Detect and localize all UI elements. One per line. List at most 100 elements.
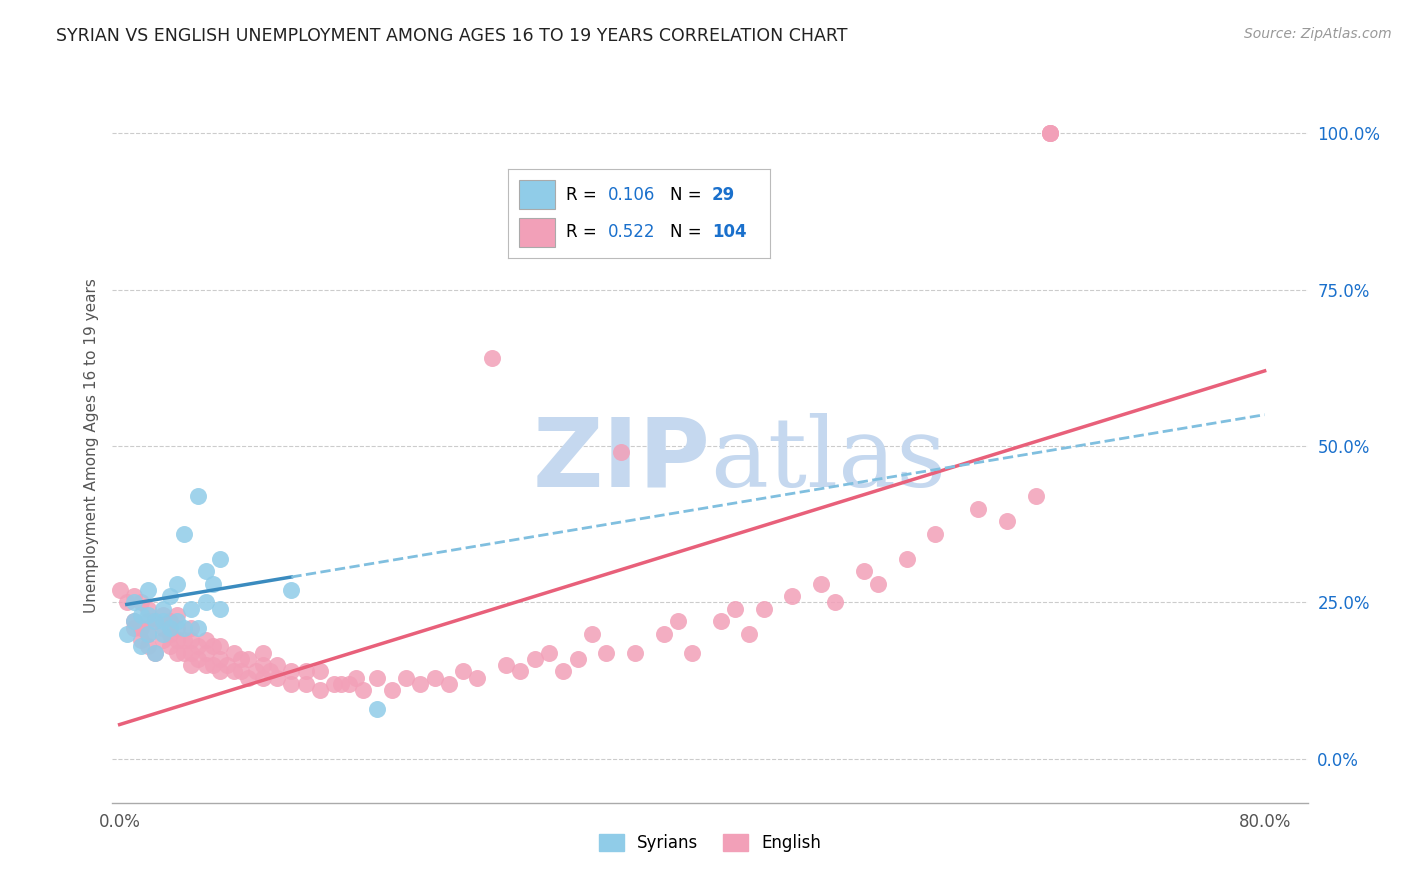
Point <box>224 646 246 660</box>
Point <box>967 501 990 516</box>
Point <box>208 551 231 566</box>
Point <box>810 576 832 591</box>
Point <box>666 614 689 628</box>
Point <box>509 665 531 679</box>
Point <box>231 652 253 666</box>
Point <box>481 351 503 366</box>
Point <box>201 640 224 654</box>
Point <box>294 677 316 691</box>
Point <box>309 683 332 698</box>
Point <box>1039 126 1062 140</box>
Point <box>208 652 231 666</box>
Text: Source: ZipAtlas.com: Source: ZipAtlas.com <box>1244 27 1392 41</box>
Point <box>159 640 181 654</box>
Point <box>280 665 302 679</box>
Point <box>238 671 260 685</box>
Text: 0.106: 0.106 <box>607 186 655 203</box>
Bar <box>519 218 555 246</box>
Point <box>180 601 202 615</box>
Point <box>294 665 316 679</box>
Point <box>180 621 202 635</box>
Point <box>231 665 253 679</box>
Point <box>166 621 188 635</box>
Point <box>280 582 302 597</box>
Text: SYRIAN VS ENGLISH UNEMPLOYMENT AMONG AGES 16 TO 19 YEARS CORRELATION CHART: SYRIAN VS ENGLISH UNEMPLOYMENT AMONG AGE… <box>56 27 848 45</box>
Text: atlas: atlas <box>710 413 946 508</box>
Point <box>201 576 224 591</box>
Point <box>924 526 946 541</box>
Point <box>495 658 517 673</box>
Point <box>595 646 617 660</box>
Point <box>122 614 145 628</box>
Point <box>724 601 747 615</box>
Point <box>187 652 209 666</box>
Point <box>201 658 224 673</box>
Point <box>129 633 152 648</box>
Point <box>681 646 703 660</box>
Point <box>995 514 1018 528</box>
Point <box>1025 489 1047 503</box>
Point <box>129 640 152 654</box>
Point <box>187 640 209 654</box>
Point <box>609 445 631 459</box>
Point <box>152 627 174 641</box>
Point <box>245 665 267 679</box>
Point <box>710 614 733 628</box>
Point <box>159 621 181 635</box>
Point <box>166 633 188 648</box>
Bar <box>519 180 555 209</box>
Point <box>366 671 388 685</box>
Point <box>266 658 288 673</box>
Point <box>152 607 174 622</box>
Point <box>238 652 260 666</box>
Point <box>738 627 761 641</box>
Point <box>122 589 145 603</box>
Point <box>395 671 418 685</box>
Point <box>259 665 281 679</box>
Point <box>437 677 460 691</box>
Point <box>1039 126 1062 140</box>
Point <box>115 627 138 641</box>
Point <box>173 633 195 648</box>
Point <box>381 683 404 698</box>
Point <box>852 564 875 578</box>
Point <box>122 621 145 635</box>
Point <box>145 646 167 660</box>
Point <box>145 646 167 660</box>
Text: 0.522: 0.522 <box>607 223 655 241</box>
Point <box>152 601 174 615</box>
Point <box>166 576 188 591</box>
Point <box>136 614 159 628</box>
Point <box>194 658 217 673</box>
Point <box>115 595 138 609</box>
Point <box>252 658 274 673</box>
Point <box>537 646 560 660</box>
Point <box>136 640 159 654</box>
Point <box>187 621 209 635</box>
Point <box>136 627 159 641</box>
Point <box>409 677 432 691</box>
Point <box>451 665 474 679</box>
Point <box>152 614 174 628</box>
Point <box>567 652 589 666</box>
Point <box>145 614 167 628</box>
Point <box>337 677 360 691</box>
Point <box>252 671 274 685</box>
Point <box>344 671 367 685</box>
Point <box>159 614 181 628</box>
Point <box>145 614 167 628</box>
Point <box>136 601 159 615</box>
Point <box>159 589 181 603</box>
Point <box>180 646 202 660</box>
Point <box>280 677 302 691</box>
Point <box>194 633 217 648</box>
Point <box>581 627 603 641</box>
Point <box>129 595 152 609</box>
Point <box>782 589 804 603</box>
Point <box>166 646 188 660</box>
Point <box>824 595 846 609</box>
Point <box>523 652 546 666</box>
Point <box>323 677 346 691</box>
Point <box>266 671 288 685</box>
Point <box>366 702 388 716</box>
